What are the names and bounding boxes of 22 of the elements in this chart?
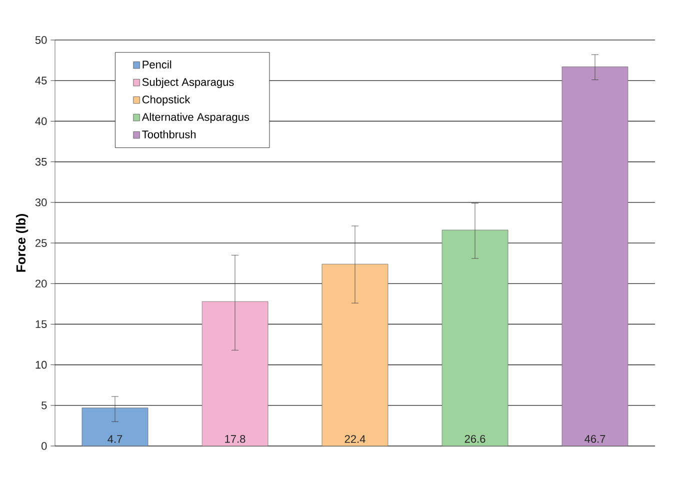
legend-label: Chopstick — [142, 95, 190, 106]
legend-label: Subject Asparagus — [142, 78, 234, 88]
legend-label: Toothbrush — [142, 130, 196, 138]
data-label: 17.8 — [225, 435, 246, 443]
y-tick-label: 45 — [35, 76, 47, 84]
y-tick-label: 10 — [36, 360, 47, 369]
data-label: 4.7 — [108, 435, 122, 443]
y-axis-title: Force (lb) — [16, 214, 28, 272]
legend-label: Alternative Asparagus — [142, 112, 250, 124]
y-tick-label: 15 — [36, 320, 47, 328]
data-label: 26.6 — [464, 435, 486, 443]
y-tick-label: 5 — [42, 402, 47, 410]
y-tick-label: 0 — [42, 442, 47, 450]
y-tick-label: 50 — [35, 36, 47, 44]
y-tick-label: 30 — [35, 198, 47, 206]
y-tick-label: 25 — [36, 239, 47, 247]
data-label: 46.7 — [584, 435, 606, 443]
y-tick-label: 35 — [35, 158, 47, 166]
data-label: 22.4 — [344, 435, 366, 443]
legend-label: Pencil — [142, 60, 172, 68]
y-tick-label: 40 — [35, 117, 47, 126]
y-tick-label: 20 — [36, 280, 47, 288]
